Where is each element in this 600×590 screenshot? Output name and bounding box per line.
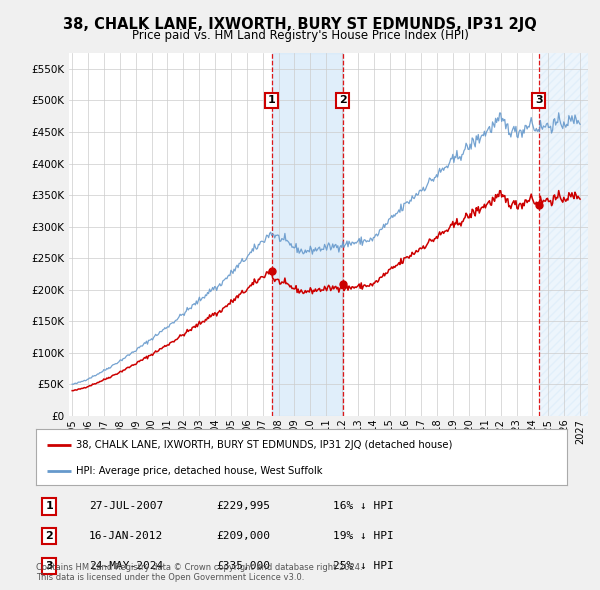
Bar — [272, 53, 343, 416]
Text: 24-MAY-2024: 24-MAY-2024 — [89, 560, 163, 571]
Text: 2: 2 — [339, 96, 347, 106]
Text: 19% ↓ HPI: 19% ↓ HPI — [334, 531, 394, 541]
Text: HPI: Average price, detached house, West Suffolk: HPI: Average price, detached house, West… — [76, 466, 322, 476]
Text: 27-JUL-2007: 27-JUL-2007 — [89, 502, 163, 512]
Text: 3: 3 — [46, 560, 53, 571]
Text: 25% ↓ HPI: 25% ↓ HPI — [334, 560, 394, 571]
Text: 38, CHALK LANE, IXWORTH, BURY ST EDMUNDS, IP31 2JQ (detached house): 38, CHALK LANE, IXWORTH, BURY ST EDMUNDS… — [76, 440, 452, 450]
Text: £335,000: £335,000 — [217, 560, 271, 571]
Text: 38, CHALK LANE, IXWORTH, BURY ST EDMUNDS, IP31 2JQ: 38, CHALK LANE, IXWORTH, BURY ST EDMUNDS… — [63, 17, 537, 31]
Text: Contains HM Land Registry data © Crown copyright and database right 2024.
This d: Contains HM Land Registry data © Crown c… — [36, 563, 362, 582]
Text: 2: 2 — [46, 531, 53, 541]
Text: 16-JAN-2012: 16-JAN-2012 — [89, 531, 163, 541]
Text: £229,995: £229,995 — [217, 502, 271, 512]
Text: 16% ↓ HPI: 16% ↓ HPI — [334, 502, 394, 512]
Text: £209,000: £209,000 — [217, 531, 271, 541]
Text: 1: 1 — [268, 96, 275, 106]
Text: 1: 1 — [46, 502, 53, 512]
Text: 3: 3 — [535, 96, 542, 106]
Bar — [539, 53, 588, 416]
Text: Price paid vs. HM Land Registry's House Price Index (HPI): Price paid vs. HM Land Registry's House … — [131, 30, 469, 42]
